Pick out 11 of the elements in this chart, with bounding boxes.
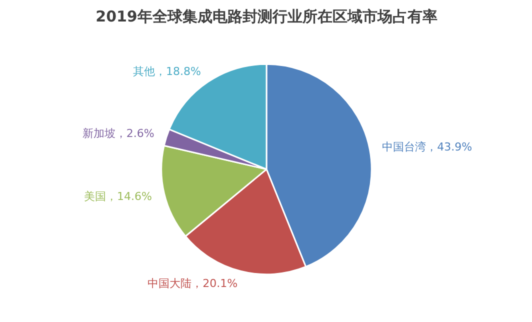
chart-title: 2019年全球集成电路封测行业所在区域市场占有率 — [96, 8, 438, 26]
slice-label: 美国 — [84, 190, 106, 203]
data-label: ，2.6% — [115, 127, 154, 140]
slice-label: 新加坡 — [82, 127, 116, 140]
slice-label: 中国大陆 — [148, 276, 192, 290]
data-label: ，18.8% — [154, 64, 201, 78]
data-label: ，14.6% — [106, 190, 152, 203]
slice-label: 中国台湾 — [382, 140, 426, 154]
data-label: ，20.1% — [192, 276, 238, 290]
data-label: ，43.9% — [426, 140, 472, 154]
slice-label: 其他 — [132, 64, 155, 78]
